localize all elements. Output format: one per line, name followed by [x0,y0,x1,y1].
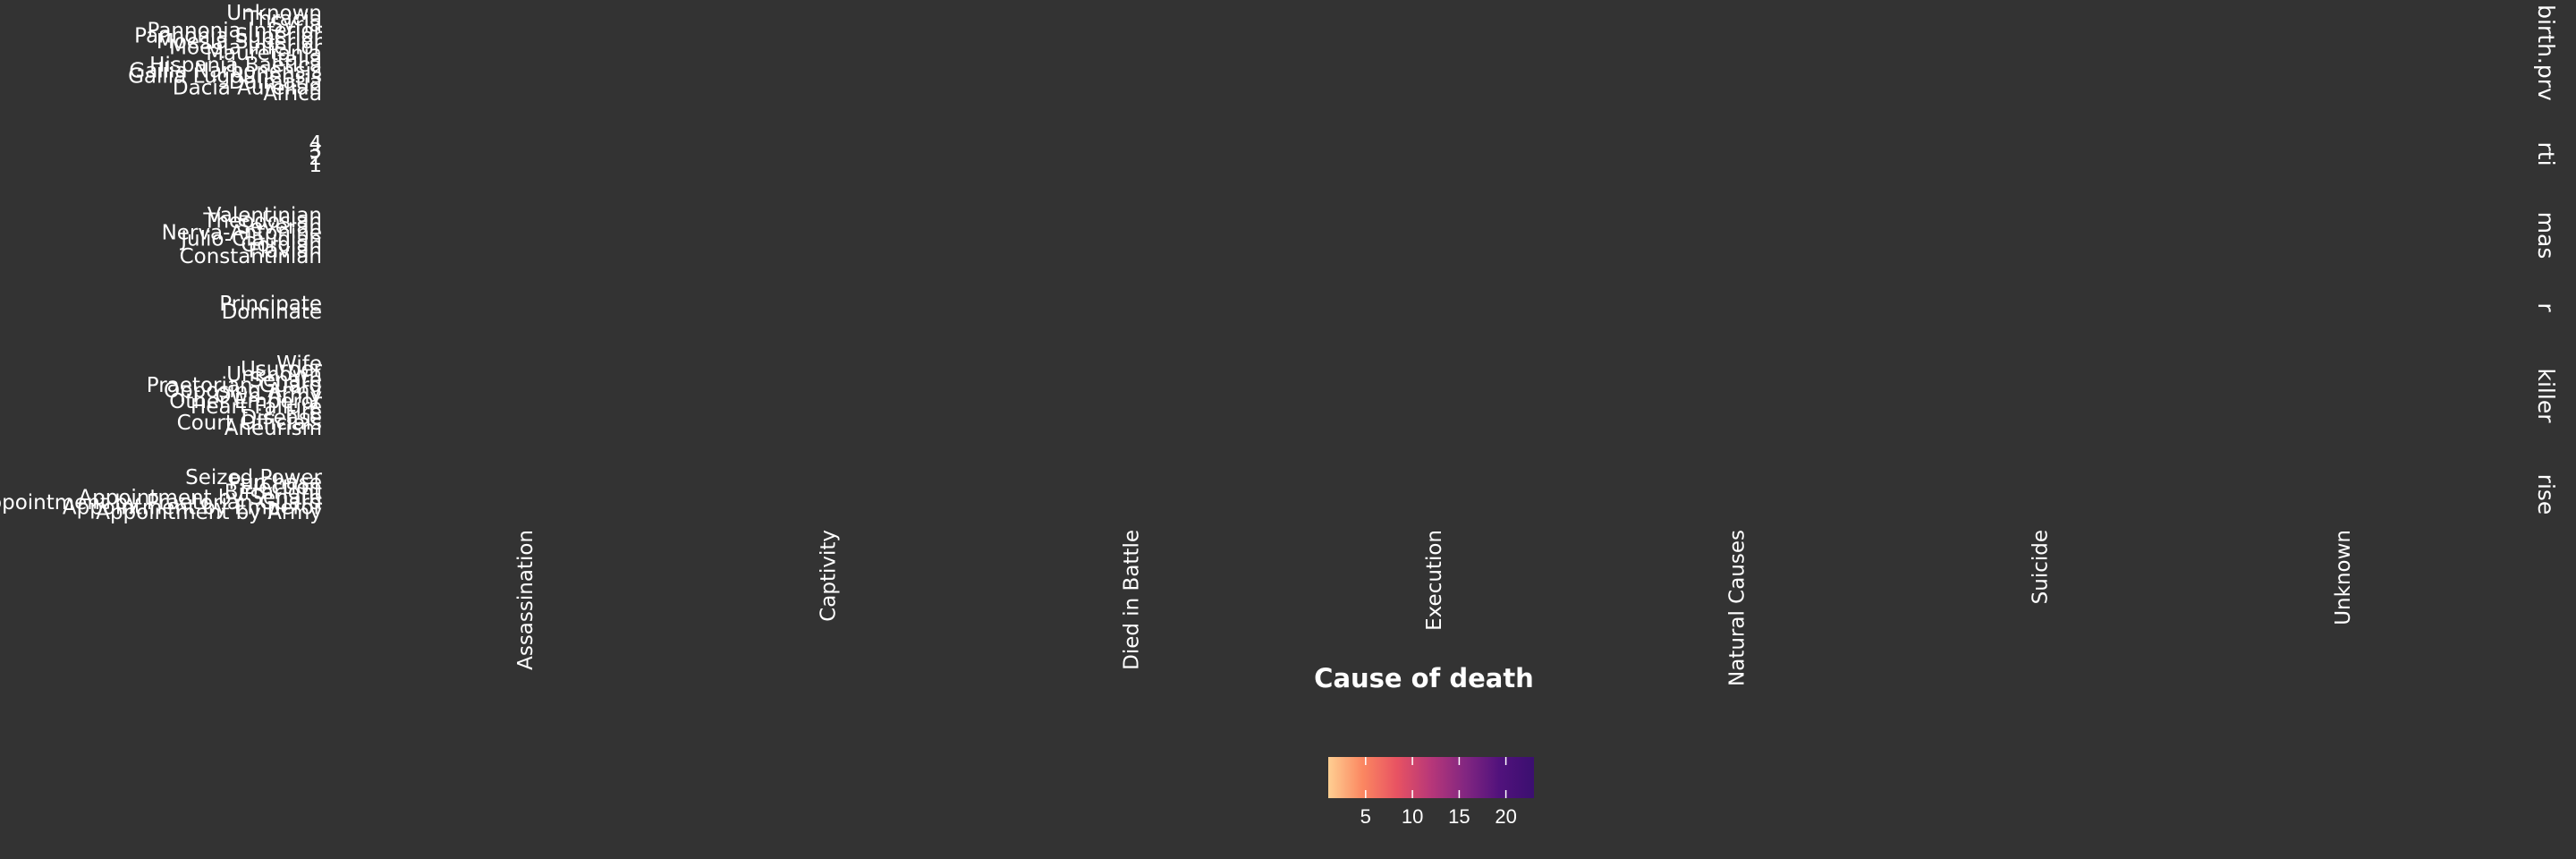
y-tick-label: Principate [219,293,322,316]
y-tick-label: Pannonia Inferior [147,19,322,42]
facet-strip-label: mas [2533,212,2559,259]
y-tick-label: Usurper [241,358,323,381]
y-tick-label: Flavian [249,239,322,262]
y-tick-label: Appointment by Army [96,501,322,524]
y-tick-label: Severan [237,216,322,239]
y-tick-label: Hispania Baetica [149,54,322,77]
x-axis-title: Cause of death [1314,663,1534,693]
y-tick-label: Constantinian [180,245,322,268]
y-tick-label: 3 [309,140,322,163]
y-tick-label: Opposing Army [164,379,322,403]
colorbar-gradient [1328,757,1534,798]
colorbar-tick-label: 20 [1495,805,1516,828]
y-tick-label: Appointment by Senate [78,486,322,509]
y-tick-label: Purchase [229,472,322,495]
y-tick-label: Fire [285,401,322,424]
y-tick-label: Africa [263,82,322,106]
facet-mas: ValentinianTheodosianSeveranNerva-Antoni… [162,204,2559,268]
y-tick-label: Birthright [225,481,322,505]
x-tick-label: Execution [1423,530,1446,631]
y-tick-label: Valentinian [208,204,322,227]
x-tick-label: Unknown [2332,530,2355,625]
y-tick-label: Wife [276,353,322,376]
y-tick-label: Syria [270,13,322,37]
x-tick-label: Captivity [818,530,841,622]
y-tick-label: Senate [250,369,322,392]
facet-strip-label: r [2533,302,2559,312]
y-tick-label: 1 [309,154,322,177]
facet-rise: Seized PowerPurchaseElectionBirthrightAp… [0,466,2559,524]
y-tick-label: Gallia Narbonensis [129,59,322,82]
y-tick-label: Heart Failure [191,395,322,419]
x-tick-label: Assassination [514,530,538,670]
facet-strip-label: rti [2533,141,2559,166]
y-tick-label: Appointment by Emperor [63,496,323,519]
y-tick-label: Aneurism [225,417,322,440]
y-tick-label: Other Emperor [169,390,322,413]
y-tick-label: Julio-Claudian [179,227,322,251]
y-tick-label: Unknown [226,2,322,25]
x-axis: Assassination Captivity Died in Battle Exec… [514,530,2355,686]
y-tick-label: Court Officials [177,412,322,435]
x-tick-label: Natural Causes [1726,530,1750,686]
x-tick-label: Died in Battle [1120,530,1143,670]
colorbar-tick-label: 5 [1360,805,1371,828]
y-tick-label: Praetorian Guard [147,374,322,397]
y-tick-label: Own Army [215,385,322,408]
y-tick-label: Mauretania [206,42,322,65]
y-tick-label: Dacia Aurelian [173,77,322,100]
y-tick-label: Moesia Inferior [169,37,322,60]
y-tick-label: Dominate [222,301,322,324]
facet-strip-label: rise [2533,474,2559,515]
y-tick-label: Thracia [245,7,322,30]
facet-strip-label: birth.prv [2533,4,2559,101]
y-tick-label: Unknown [226,363,322,387]
y-tick-label: Dalmatia [229,71,322,94]
y-tick-label: 4 [309,132,322,156]
y-tick-label: Appointment by Praetorian Guard [0,491,322,515]
y-tick-label: Election [240,476,322,499]
y-tick-label: Gordian [241,234,322,257]
y-tick-label: Pannonia Superior [134,25,322,48]
y-tick-label: Moesia Superior [157,30,323,54]
y-tick-label: Gallia Lugdunensis [128,65,322,89]
colorbar-tick-label: 10 [1402,805,1423,828]
y-tick-label: Seized Power [185,466,322,489]
y-tick-label: Disease [242,406,322,430]
y-tick-label: 2 [309,147,322,170]
colorbar-tick-label: 15 [1448,805,1470,828]
facet-strip-label: killer [2533,369,2559,424]
colorbar-legend: 5 10 15 20 [1328,757,1534,828]
x-tick-label: Suicide [2029,530,2052,604]
y-tick-label: Nerva-Antonine [162,222,322,245]
y-tick-label: Theodosian [202,210,322,234]
y-tick-label: Italia [271,47,322,71]
